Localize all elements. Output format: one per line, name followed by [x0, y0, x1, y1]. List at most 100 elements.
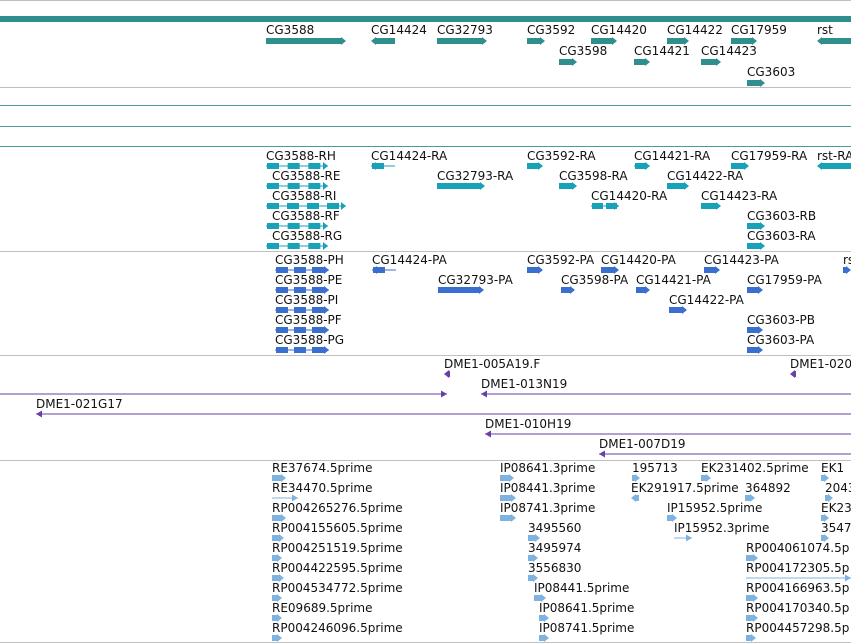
genes-label[interactable]: CG17959: [731, 23, 787, 37]
genes-feature-glyph[interactable]: [266, 37, 346, 45]
transcripts-feature-glyph[interactable]: [747, 242, 765, 250]
proteins-label[interactable]: CG3603-PB: [747, 313, 816, 327]
genes-label[interactable]: CG14421: [634, 44, 690, 58]
transcripts-label[interactable]: CG14424-RA: [371, 149, 448, 163]
clones-label[interactable]: DME1-013N19: [481, 377, 568, 391]
proteins-label[interactable]: CG14422-PA: [669, 293, 744, 307]
proteins-label[interactable]: CG3592-PA: [527, 253, 595, 267]
proteins-label[interactable]: CG32793-PA: [438, 273, 513, 287]
proteins-feature-glyph[interactable]: [747, 326, 763, 334]
ests-feature-glyph[interactable]: [272, 534, 284, 542]
ests-label[interactable]: IP08641.5prime: [539, 601, 635, 615]
clones-label[interactable]: DME1-020: [790, 357, 851, 371]
ests-label[interactable]: RP004422595.5prime: [272, 561, 403, 575]
transcripts-feature-glyph[interactable]: [266, 242, 328, 250]
ests-feature-glyph[interactable]: [500, 474, 514, 482]
genes-label[interactable]: CG14420: [591, 23, 647, 37]
ests-label[interactable]: IP08641.3prime: [500, 461, 596, 475]
transcripts-feature-glyph[interactable]: [266, 202, 346, 210]
ests-label[interactable]: 3495560: [528, 521, 582, 535]
transcripts-label[interactable]: CG3588-RH: [266, 149, 336, 163]
genes-label[interactable]: CG14423: [701, 44, 757, 58]
transcripts-label[interactable]: CG3598-RA: [559, 169, 628, 183]
genes-feature-glyph[interactable]: [591, 37, 617, 45]
genes-label[interactable]: CG14422: [667, 23, 723, 37]
proteins-label[interactable]: rs: [843, 253, 851, 267]
ests-feature-glyph[interactable]: [272, 574, 284, 582]
clones-feature-glyph[interactable]: [790, 370, 796, 378]
ests-label[interactable]: RP004265276.5prime: [272, 501, 403, 515]
transcripts-label[interactable]: CG14422-RA: [667, 169, 744, 183]
genes-feature-glyph[interactable]: [701, 58, 721, 66]
genes-feature-glyph[interactable]: [817, 37, 851, 45]
genes-label[interactable]: CG3592: [527, 23, 576, 37]
ests-label[interactable]: RP004155605.5prime: [272, 521, 403, 535]
transcripts-label[interactable]: CG3592-RA: [527, 149, 596, 163]
ests-feature-glyph[interactable]: [272, 554, 282, 562]
proteins-feature-glyph[interactable]: [275, 346, 329, 354]
transcripts-feature-glyph[interactable]: [266, 182, 328, 190]
transcripts-feature-glyph[interactable]: [747, 222, 765, 230]
ests-feature-glyph[interactable]: [821, 514, 829, 522]
ests-label[interactable]: 3547: [821, 521, 851, 535]
transcripts-label[interactable]: CG3588-RF: [272, 209, 340, 223]
transcripts-feature-glyph[interactable]: [559, 182, 577, 190]
proteins-label[interactable]: CG14421-PA: [636, 273, 711, 287]
ests-label[interactable]: IP15952.5prime: [667, 501, 763, 515]
transcripts-label[interactable]: CG3603-RB: [747, 209, 817, 223]
ests-feature-glyph[interactable]: [272, 514, 286, 522]
ests-label[interactable]: EK1: [821, 461, 845, 475]
ests-feature-glyph[interactable]: [539, 634, 549, 642]
genes-feature-glyph[interactable]: [559, 58, 577, 66]
clones-feature-glyph[interactable]: [444, 370, 450, 378]
transcripts-feature-glyph[interactable]: [817, 162, 851, 170]
ests-label[interactable]: IP08441.3prime: [500, 481, 596, 495]
genes-feature-glyph[interactable]: [667, 37, 689, 45]
ests-label[interactable]: RP004172305.5p: [746, 561, 850, 575]
clones-label[interactable]: DME1-021G17: [36, 397, 123, 411]
ests-feature-glyph[interactable]: [272, 614, 282, 622]
ests-feature-glyph[interactable]: [746, 554, 758, 562]
transcripts-feature-glyph[interactable]: [527, 162, 543, 170]
ests-label[interactable]: EK23: [821, 501, 851, 515]
ests-feature-glyph[interactable]: [500, 494, 516, 502]
ests-label[interactable]: 195713: [632, 461, 678, 475]
proteins-feature-glyph[interactable]: [561, 286, 575, 294]
ests-feature-glyph[interactable]: [272, 494, 298, 502]
proteins-label[interactable]: CG14424-PA: [372, 253, 447, 267]
transcripts-feature-glyph[interactable]: [437, 182, 485, 190]
ests-label[interactable]: 2043: [825, 481, 851, 495]
genes-label[interactable]: CG32793: [437, 23, 493, 37]
transcripts-label[interactable]: CG3603-RA: [747, 229, 816, 243]
ests-label[interactable]: RE37674.5prime: [272, 461, 373, 475]
ests-feature-glyph[interactable]: [821, 534, 829, 542]
ests-feature-glyph[interactable]: [701, 474, 711, 482]
transcripts-label[interactable]: CG32793-RA: [437, 169, 514, 183]
proteins-label[interactable]: CG3588-PG: [275, 333, 345, 347]
ests-feature-glyph[interactable]: [825, 494, 833, 502]
proteins-feature-glyph[interactable]: [704, 266, 720, 274]
proteins-feature-glyph[interactable]: [275, 326, 329, 334]
ests-feature-glyph[interactable]: [746, 594, 758, 602]
proteins-feature-glyph[interactable]: [747, 346, 763, 354]
transcripts-label[interactable]: rst-RA: [817, 149, 851, 163]
ests-label[interactable]: IP15952.3prime: [674, 521, 770, 535]
proteins-feature-glyph[interactable]: [372, 266, 396, 274]
proteins-feature-glyph[interactable]: [601, 266, 619, 274]
clones-label[interactable]: DME1-005A19.F: [444, 357, 541, 371]
genes-feature-glyph[interactable]: [634, 58, 650, 66]
proteins-label[interactable]: CG3598-PA: [561, 273, 629, 287]
ests-label[interactable]: RE34470.5prime: [272, 481, 373, 495]
ests-feature-glyph[interactable]: [500, 514, 516, 522]
genes-feature-glyph[interactable]: [371, 37, 395, 45]
transcripts-feature-glyph[interactable]: [371, 162, 395, 170]
ests-label[interactable]: 364892: [745, 481, 791, 495]
ests-label[interactable]: EK291917.5prime: [631, 481, 739, 495]
proteins-label[interactable]: CG14420-PA: [601, 253, 676, 267]
proteins-label[interactable]: CG3588-PI: [275, 293, 339, 307]
ests-label[interactable]: RP004457298.5p: [746, 621, 850, 635]
proteins-feature-glyph[interactable]: [438, 286, 484, 294]
clones-feature-glyph[interactable]: [599, 450, 851, 458]
genes-feature-glyph[interactable]: [731, 37, 757, 45]
transcripts-feature-glyph[interactable]: [266, 222, 328, 230]
